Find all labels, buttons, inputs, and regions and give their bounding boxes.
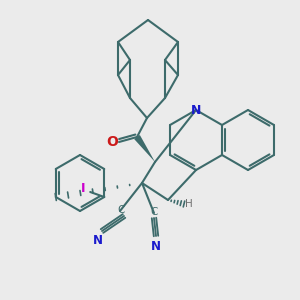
Polygon shape xyxy=(134,135,155,162)
Text: N: N xyxy=(191,103,201,116)
Text: N: N xyxy=(151,239,161,253)
Text: O: O xyxy=(106,135,118,149)
Text: C: C xyxy=(150,207,158,217)
Text: N: N xyxy=(93,235,103,248)
Text: H: H xyxy=(185,199,193,209)
Text: C: C xyxy=(117,205,125,215)
Text: I: I xyxy=(81,182,85,194)
